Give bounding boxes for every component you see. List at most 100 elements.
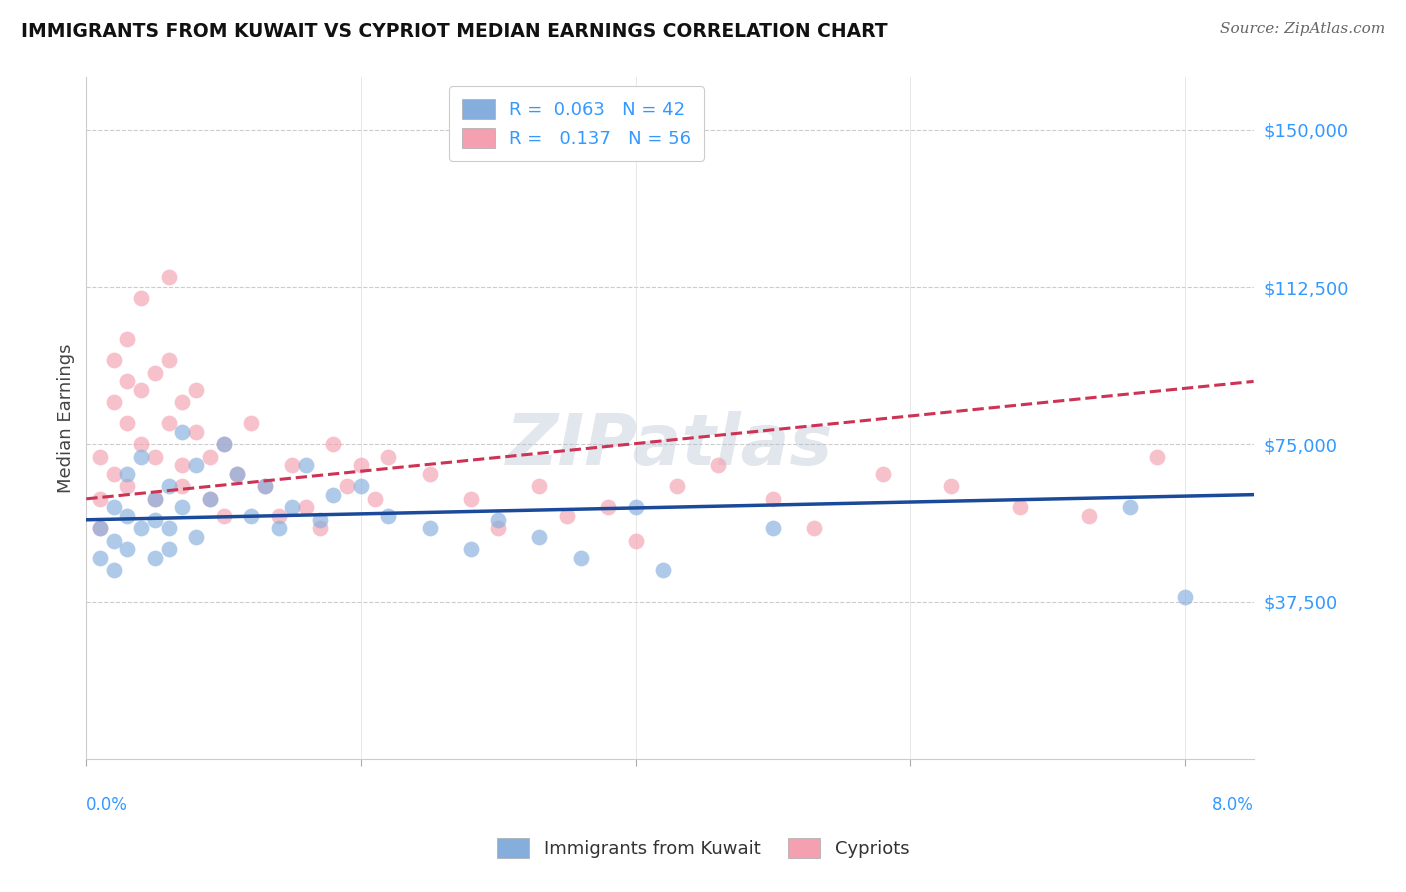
Point: [308, 513, 330, 527]
Text: ZIPatlas: ZIPatlas: [506, 411, 834, 480]
Y-axis label: Median Earnings: Median Earnings: [58, 343, 75, 493]
Point: [460, 491, 482, 506]
Point: [212, 437, 235, 451]
Point: [529, 530, 551, 544]
Point: [322, 488, 344, 502]
Point: [143, 366, 166, 380]
Point: [89, 521, 111, 535]
Point: [186, 383, 208, 397]
Point: [129, 383, 152, 397]
Point: [624, 500, 647, 515]
Point: [1174, 591, 1197, 605]
Point: [172, 425, 194, 439]
Point: [377, 450, 399, 464]
Point: [322, 437, 344, 451]
Legend: Immigrants from Kuwait, Cypriots: Immigrants from Kuwait, Cypriots: [489, 830, 917, 865]
Point: [941, 479, 963, 493]
Point: [872, 467, 894, 481]
Point: [240, 508, 263, 523]
Point: [281, 500, 304, 515]
Point: [665, 479, 688, 493]
Point: [129, 291, 152, 305]
Point: [529, 479, 551, 493]
Point: [198, 491, 221, 506]
Point: [198, 491, 221, 506]
Point: [1010, 500, 1032, 515]
Point: [103, 353, 125, 368]
Point: [143, 450, 166, 464]
Point: [1119, 500, 1142, 515]
Point: [1077, 508, 1099, 523]
Point: [117, 375, 139, 389]
Point: [253, 479, 276, 493]
Point: [117, 542, 139, 557]
Point: [143, 513, 166, 527]
Point: [103, 533, 125, 548]
Point: [186, 425, 208, 439]
Point: [103, 395, 125, 409]
Point: [186, 458, 208, 473]
Point: [267, 508, 290, 523]
Point: [295, 500, 318, 515]
Point: [486, 513, 509, 527]
Point: [624, 533, 647, 548]
Point: [569, 550, 592, 565]
Point: [143, 550, 166, 565]
Point: [172, 395, 194, 409]
Text: 8.0%: 8.0%: [1212, 797, 1254, 814]
Point: [117, 479, 139, 493]
Point: [89, 491, 111, 506]
Point: [129, 437, 152, 451]
Point: [212, 508, 235, 523]
Point: [419, 467, 441, 481]
Point: [129, 521, 152, 535]
Point: [129, 450, 152, 464]
Point: [350, 458, 373, 473]
Point: [460, 542, 482, 557]
Point: [157, 521, 180, 535]
Point: [226, 467, 249, 481]
Text: Source: ZipAtlas.com: Source: ZipAtlas.com: [1219, 22, 1385, 37]
Point: [419, 521, 441, 535]
Point: [172, 458, 194, 473]
Point: [186, 530, 208, 544]
Point: [253, 479, 276, 493]
Point: [157, 542, 180, 557]
Point: [212, 437, 235, 451]
Point: [240, 417, 263, 431]
Point: [308, 521, 330, 535]
Point: [267, 521, 290, 535]
Text: IMMIGRANTS FROM KUWAIT VS CYPRIOT MEDIAN EARNINGS CORRELATION CHART: IMMIGRANTS FROM KUWAIT VS CYPRIOT MEDIAN…: [21, 22, 887, 41]
Point: [652, 563, 675, 577]
Point: [89, 550, 111, 565]
Point: [117, 508, 139, 523]
Point: [103, 563, 125, 577]
Point: [157, 479, 180, 493]
Point: [157, 269, 180, 284]
Point: [117, 417, 139, 431]
Point: [89, 450, 111, 464]
Point: [762, 491, 785, 506]
Point: [350, 479, 373, 493]
Point: [157, 353, 180, 368]
Point: [117, 333, 139, 347]
Point: [172, 500, 194, 515]
Legend: R =  0.063   N = 42, R =   0.137   N = 56: R = 0.063 N = 42, R = 0.137 N = 56: [450, 87, 703, 161]
Point: [281, 458, 304, 473]
Point: [103, 500, 125, 515]
Point: [89, 521, 111, 535]
Point: [1146, 450, 1168, 464]
Point: [226, 467, 249, 481]
Point: [117, 467, 139, 481]
Point: [363, 491, 385, 506]
Point: [157, 417, 180, 431]
Point: [598, 500, 620, 515]
Point: [803, 521, 825, 535]
Point: [555, 508, 578, 523]
Point: [336, 479, 359, 493]
Point: [377, 508, 399, 523]
Point: [295, 458, 318, 473]
Point: [707, 458, 730, 473]
Point: [143, 491, 166, 506]
Point: [103, 467, 125, 481]
